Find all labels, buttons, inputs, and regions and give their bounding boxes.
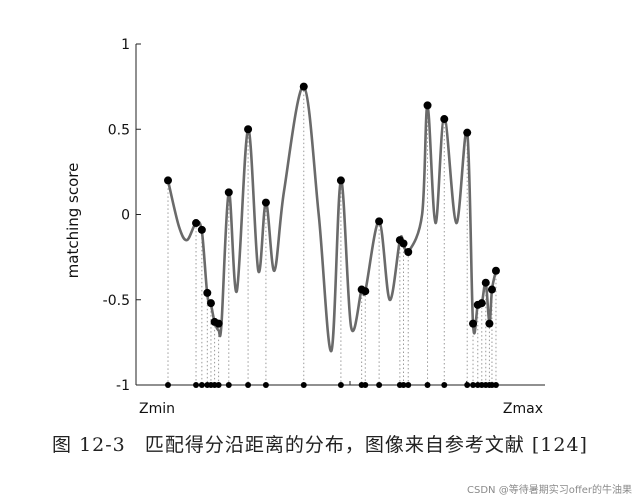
data-markers [164,82,500,388]
axis-point [464,382,471,388]
y-tick-label: 1 [121,37,130,53]
data-point [469,319,478,328]
x-label-zmin: Zmin [139,401,175,417]
axis-point [470,382,477,388]
figure-caption-text: 匹配得分沿距离的分布，图像来自参考文献 [124] [144,434,588,456]
data-point [192,219,201,228]
y-tick-label: -1 [116,378,130,394]
data-point [481,278,490,287]
axis-point [165,382,171,388]
data-point [214,319,223,328]
data-point [361,287,370,296]
axis-point [337,382,344,388]
axis-point [245,382,252,388]
matching-score-chart: 1 0.5 0 -0.5 -1 matching score Zmin Zmax [64,37,545,417]
data-point [261,198,270,207]
axis-point [193,382,200,388]
axis-point [441,382,448,388]
data-point [399,239,408,248]
curve-layer [166,85,498,353]
y-tick-label: 0 [121,208,130,224]
data-point [375,217,384,226]
data-point [206,299,215,308]
data-point [404,248,413,257]
data-point [491,266,500,275]
y-tick-label: 0.5 [108,122,130,138]
figure-caption: 图 12-3 匹配得分沿距离的分布，图像来自参考文献 [124] [0,430,640,457]
data-point [477,299,486,308]
axis-point [424,382,431,388]
data-point [244,125,253,134]
axis-point [492,382,499,388]
matching-score-line [166,85,498,353]
axis-point [405,382,412,388]
axis-point [198,382,205,388]
data-point [487,285,496,294]
axis-point [215,382,222,388]
data-point [440,115,449,124]
data-point [224,188,233,197]
watermark: CSDN @等待暑期实习offer的牛油果 [467,485,632,496]
data-point [197,225,206,234]
data-point [299,82,308,91]
data-point [164,176,172,185]
axis-point [225,382,232,388]
axis-point [376,382,383,388]
data-point [336,176,345,185]
data-point [203,288,212,297]
axis-point [400,382,407,388]
data-point [485,319,494,328]
axis-point [262,382,269,388]
x-label-zmax: Zmax [503,401,543,417]
data-point [423,101,432,110]
data-point [463,128,472,137]
axis-point [362,382,369,388]
marker-guide-lines [167,86,497,385]
axis-point [300,382,307,388]
y-axis-title: matching score [64,163,82,279]
y-tick-label: -0.5 [103,293,130,309]
axis-labels: 1 0.5 0 -0.5 -1 matching score Zmin Zmax [64,37,543,417]
figure-number: 图 12-3 [52,434,126,456]
